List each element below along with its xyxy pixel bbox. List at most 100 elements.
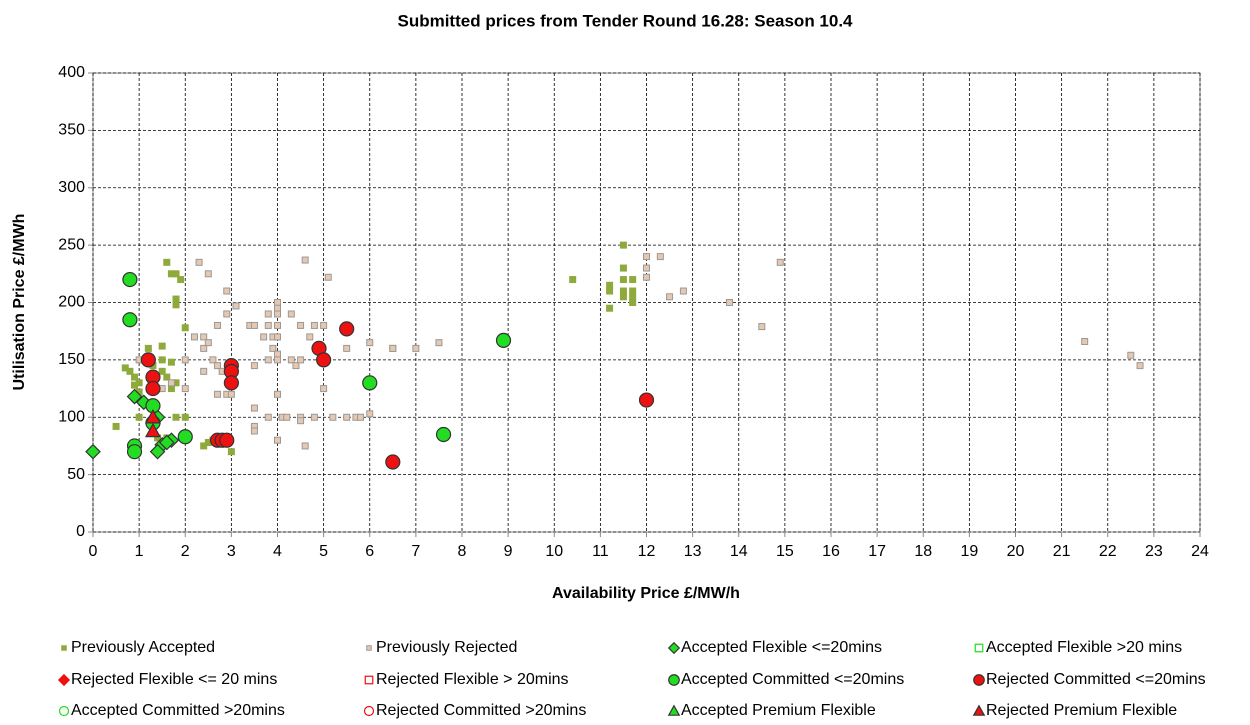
point xyxy=(776,258,784,266)
point xyxy=(144,422,161,438)
point xyxy=(149,443,166,460)
legend-marker xyxy=(974,643,984,653)
x-tick-label: 18 xyxy=(914,543,932,560)
point xyxy=(200,333,208,341)
legend-marker xyxy=(57,673,71,687)
legend-marker xyxy=(58,705,70,717)
point xyxy=(274,321,281,329)
point xyxy=(306,333,314,341)
point xyxy=(219,432,235,448)
legend-marker xyxy=(667,704,681,716)
point xyxy=(163,258,171,266)
point xyxy=(366,410,374,418)
point xyxy=(758,323,766,331)
point xyxy=(264,413,272,421)
point xyxy=(666,293,674,301)
point xyxy=(163,373,171,381)
point xyxy=(274,436,281,444)
y-tick-label: 0 xyxy=(76,523,85,540)
point xyxy=(250,427,258,435)
point xyxy=(200,367,208,375)
x-tick-label: 23 xyxy=(1145,543,1163,560)
point xyxy=(214,321,222,329)
point xyxy=(172,270,180,278)
point xyxy=(495,332,512,348)
x-tick-label: 12 xyxy=(638,543,656,560)
x-tick-label: 24 xyxy=(1191,543,1209,560)
point xyxy=(638,392,655,408)
point xyxy=(177,276,185,284)
point xyxy=(158,367,166,375)
point xyxy=(343,413,351,421)
point xyxy=(301,256,309,264)
legend-label: Rejected Committed <=20mins xyxy=(986,671,1206,688)
x-tick-label: 10 xyxy=(545,543,563,560)
point xyxy=(297,417,305,425)
point xyxy=(181,385,189,393)
legend-label: Accepted Premium Flexible xyxy=(681,702,876,719)
point xyxy=(274,356,281,364)
point xyxy=(250,404,258,412)
point xyxy=(264,356,272,364)
point xyxy=(274,304,281,312)
legend-label: Previously Rejected xyxy=(376,639,517,656)
x-tick-label: 7 xyxy=(411,543,420,560)
x-tick-label: 0 xyxy=(89,543,98,560)
point xyxy=(619,264,627,272)
legend-marker xyxy=(364,675,374,685)
point xyxy=(619,287,627,295)
point xyxy=(362,375,378,391)
point xyxy=(264,321,272,329)
point xyxy=(204,270,212,278)
point xyxy=(135,413,143,421)
x-tick-label: 4 xyxy=(273,543,282,560)
point xyxy=(172,301,180,309)
point xyxy=(301,442,309,450)
point xyxy=(126,444,143,460)
x-tick-label: 11 xyxy=(592,543,609,560)
legend-marker xyxy=(972,704,986,716)
legend-label: Rejected Flexible > 20mins xyxy=(376,671,569,688)
point xyxy=(140,352,156,368)
point xyxy=(135,379,143,387)
point xyxy=(1136,362,1144,370)
point xyxy=(181,413,189,421)
point xyxy=(172,413,180,421)
point xyxy=(250,362,258,370)
legend-label: Accepted Committed <=20mins xyxy=(681,671,904,688)
x-tick-label: 1 xyxy=(135,543,144,560)
point xyxy=(297,356,305,364)
point xyxy=(357,413,365,421)
x-tick-label: 5 xyxy=(319,543,328,560)
point xyxy=(190,333,198,341)
point xyxy=(339,321,355,337)
point xyxy=(629,299,637,306)
x-tick-label: 21 xyxy=(1053,543,1071,560)
legend-marker xyxy=(61,645,67,651)
legend-marker xyxy=(363,705,375,717)
x-tick-label: 16 xyxy=(822,543,840,560)
legend-label: Rejected Premium Flexible xyxy=(986,702,1177,719)
point xyxy=(264,310,272,318)
point xyxy=(200,344,208,352)
point xyxy=(122,271,138,288)
legend-marker xyxy=(366,645,372,651)
point xyxy=(643,273,650,281)
point xyxy=(643,253,650,261)
point xyxy=(629,293,637,301)
chart-title: Submitted prices from Tender Round 16.28… xyxy=(397,11,853,30)
point xyxy=(158,434,175,451)
legend-label: Rejected Flexible <= 20 mins xyxy=(71,671,277,688)
point xyxy=(329,413,337,421)
point xyxy=(435,339,443,347)
point xyxy=(274,299,281,306)
legend-label: Accepted Flexible <=20mins xyxy=(681,639,882,656)
point xyxy=(223,310,231,318)
point xyxy=(167,379,175,387)
y-tick-label: 300 xyxy=(58,179,85,196)
point xyxy=(287,310,295,318)
point xyxy=(214,390,222,398)
point xyxy=(606,281,614,289)
point xyxy=(177,429,193,445)
point xyxy=(112,422,120,430)
